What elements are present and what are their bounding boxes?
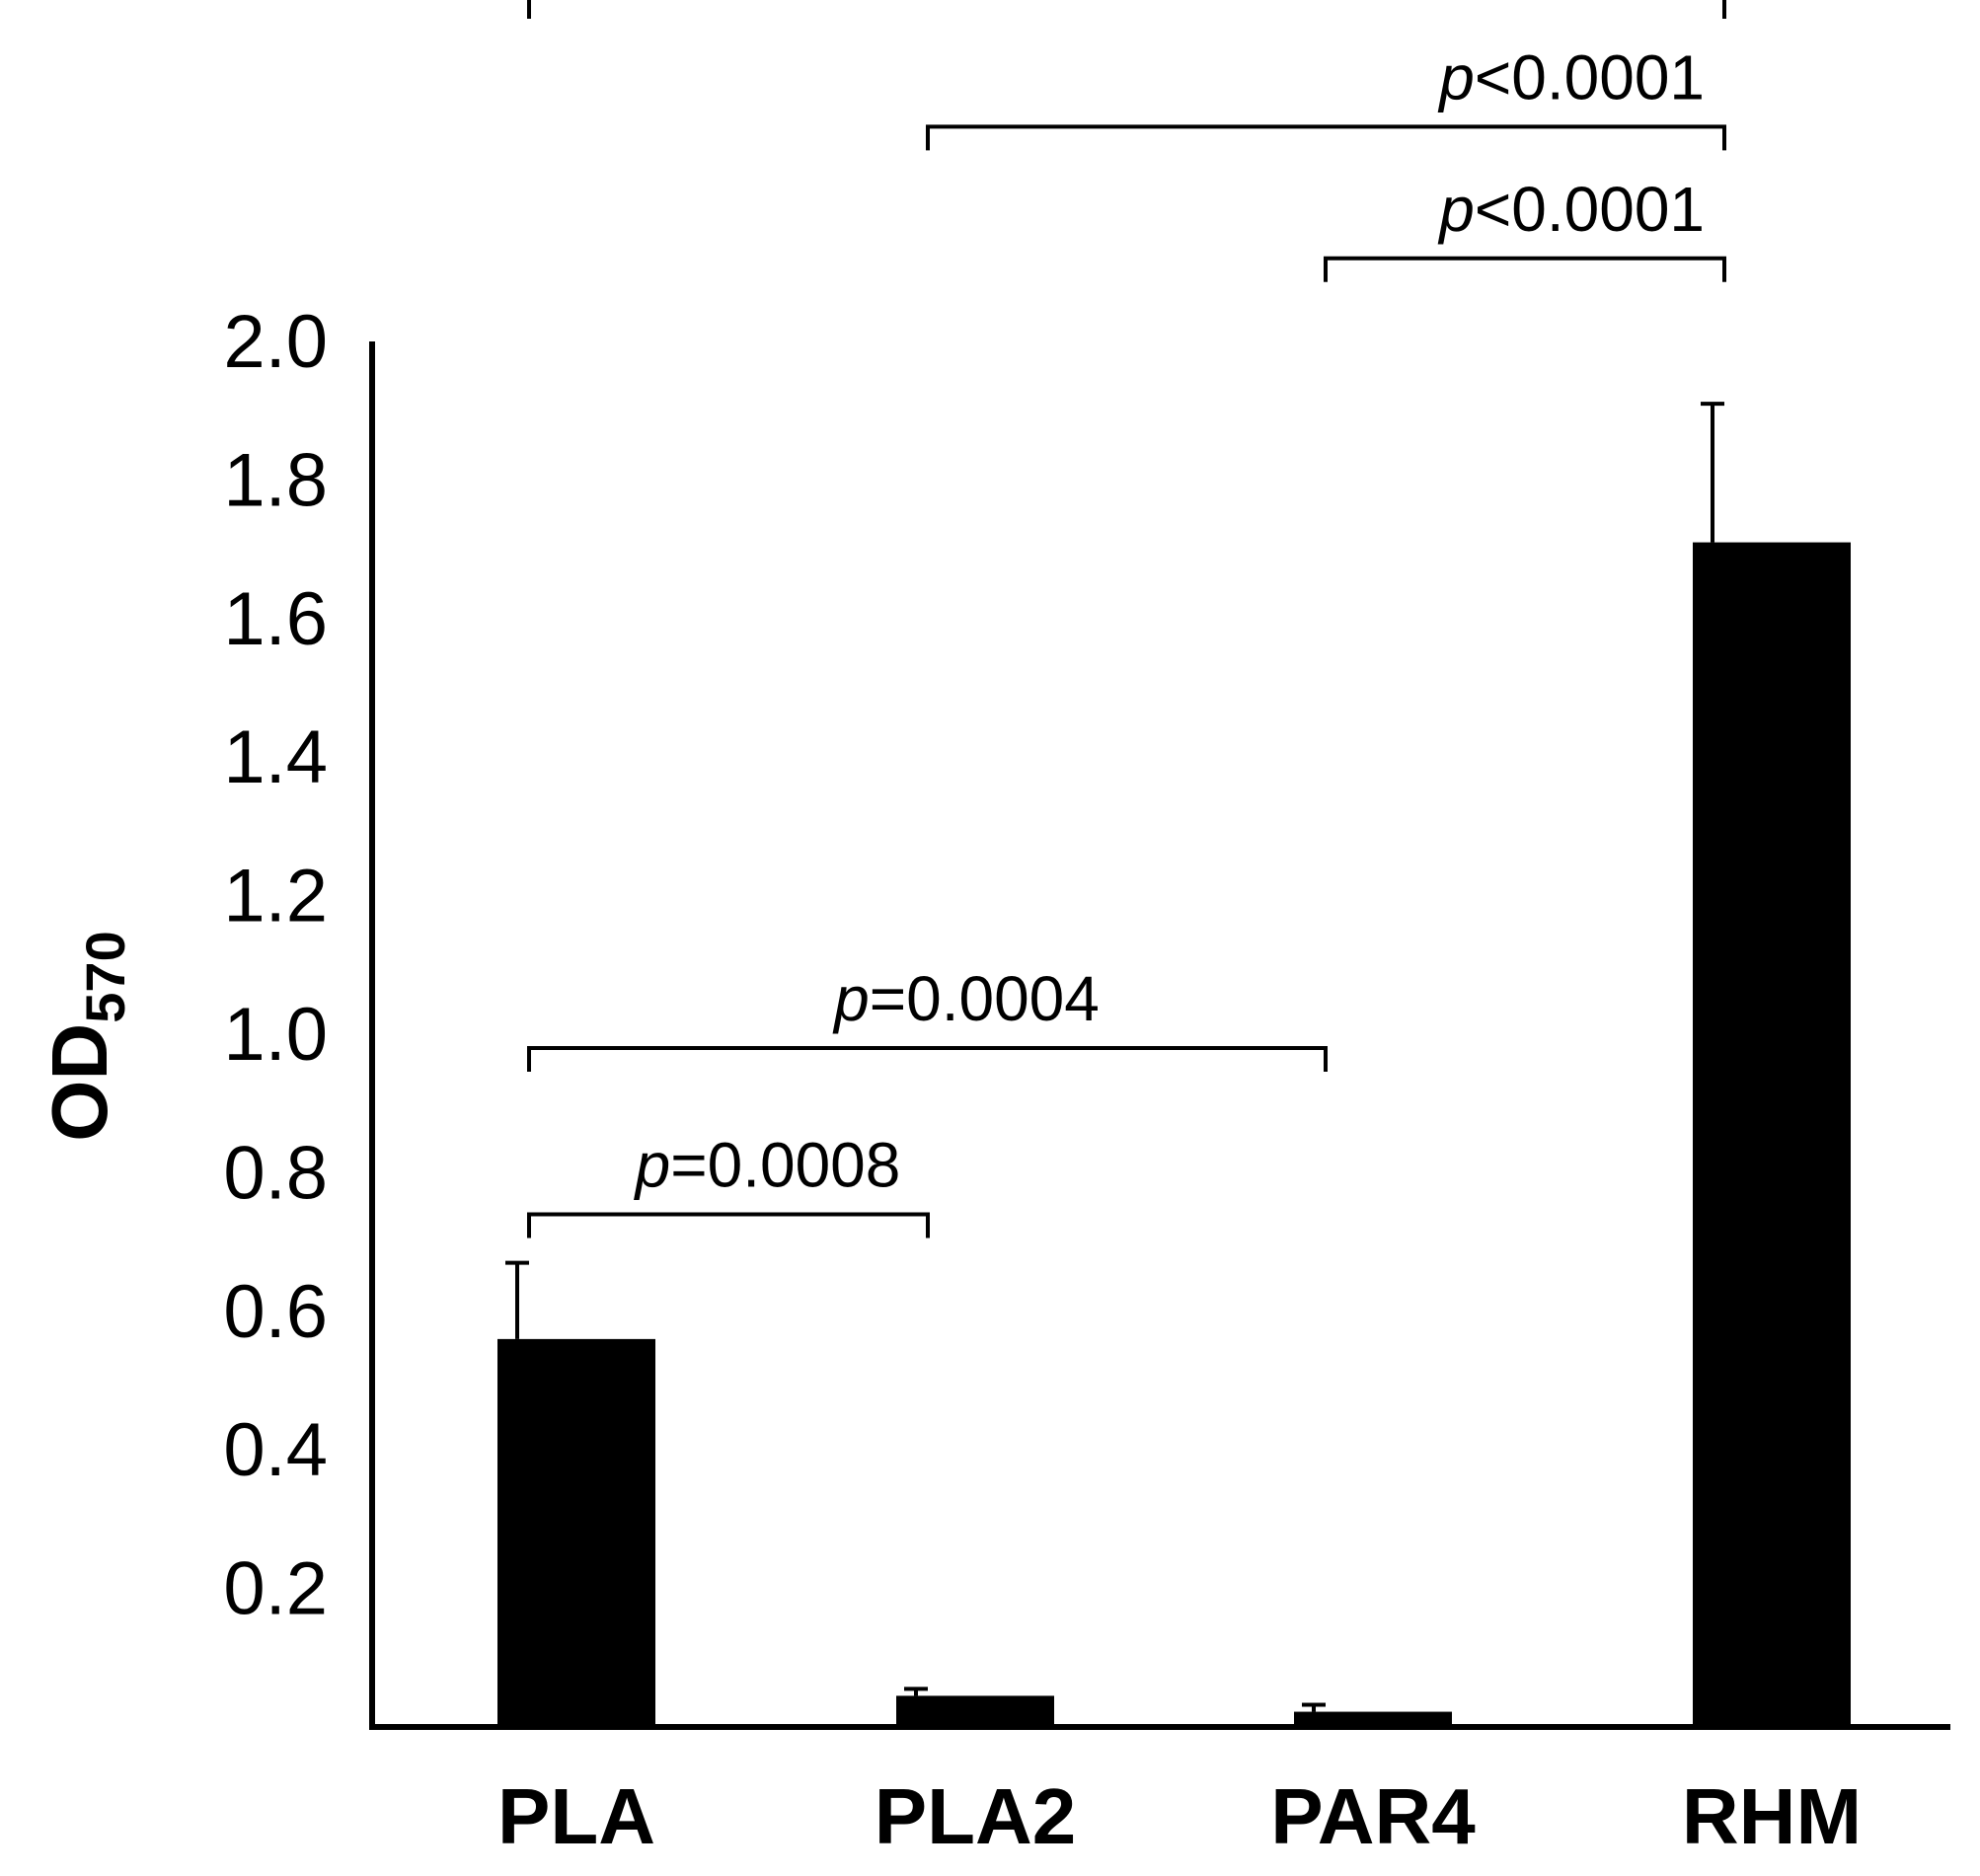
y-tick-label-1-6: 1.6 bbox=[223, 577, 328, 661]
significance-bracket-5 bbox=[527, 1212, 930, 1238]
y-tick-label-1-8: 1.8 bbox=[223, 438, 328, 522]
significance-bracket-1 bbox=[527, 0, 1726, 19]
bar-rhm bbox=[1693, 542, 1851, 1727]
significance-bracket-3 bbox=[1324, 256, 1726, 282]
y-tick-label-1-4: 1.4 bbox=[223, 715, 328, 799]
x-label-par4: PAR4 bbox=[1270, 1772, 1476, 1860]
p-value-label-3: p<0.0001 bbox=[1437, 174, 1705, 245]
y-tick-labels: 0.2 0.4 0.6 0.8 1.0 1.2 1.4 1.6 1.8 2.0 bbox=[223, 300, 328, 1631]
x-category-labels: PLA PLA2 PAR4 RHM bbox=[497, 1772, 1862, 1860]
y-tick-label-0-2: 0.2 bbox=[223, 1547, 328, 1631]
y-tick-label-0-4: 0.4 bbox=[223, 1408, 328, 1492]
y-tick-label-1-2: 1.2 bbox=[223, 855, 328, 938]
x-label-pla2: PLA2 bbox=[875, 1772, 1077, 1860]
significance-bracket-2 bbox=[926, 124, 1726, 151]
y-tick-label-2-0: 2.0 bbox=[223, 300, 328, 384]
y-axis-title: OD570 bbox=[36, 931, 136, 1141]
y-tick-label-0-6: 0.6 bbox=[223, 1270, 328, 1354]
y-tick-label-0-8: 0.8 bbox=[223, 1131, 328, 1215]
bar-par4 bbox=[1294, 1711, 1452, 1727]
bar-pla bbox=[497, 1338, 655, 1727]
p-value-label-5: p=0.0008 bbox=[634, 1130, 901, 1201]
x-label-pla: PLA bbox=[497, 1772, 655, 1860]
bars bbox=[497, 542, 1851, 1727]
bar-pla2 bbox=[896, 1695, 1054, 1727]
p-value-label-2: p<0.0001 bbox=[1437, 41, 1705, 113]
significance-bracket-4 bbox=[527, 1046, 1328, 1073]
p-value-label-4: p=0.0004 bbox=[832, 963, 1100, 1034]
x-label-rhm: RHM bbox=[1682, 1772, 1862, 1860]
y-tick-label-1-0: 1.0 bbox=[223, 993, 328, 1077]
error-bars bbox=[505, 402, 1724, 1712]
